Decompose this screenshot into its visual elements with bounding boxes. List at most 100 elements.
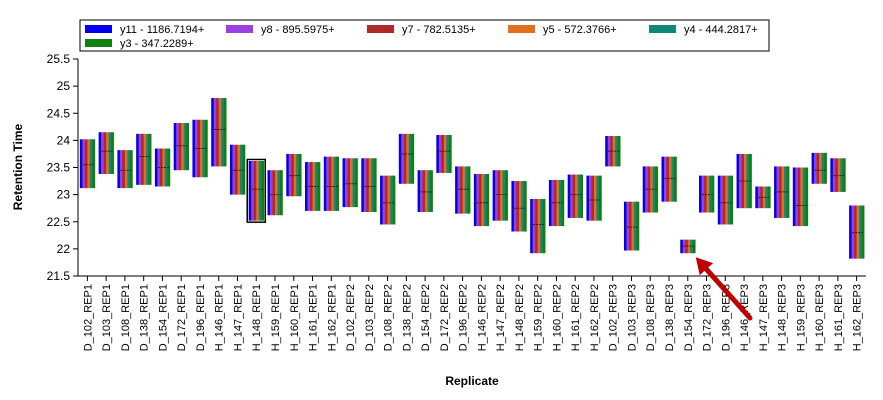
series-stripe [835, 158, 839, 192]
series-stripe [821, 152, 825, 184]
series-stripe [173, 123, 177, 171]
series-stripe [744, 153, 747, 209]
series-stripe [441, 134, 445, 173]
series-stripe [293, 153, 297, 197]
x-tick-label: H_160_REP1 [289, 284, 301, 351]
series-stripe [213, 98, 217, 167]
x-tick-label: D_102_REP3 [608, 284, 620, 351]
series-stripe [323, 156, 327, 211]
replicate-box [173, 123, 189, 171]
series-stripe [275, 170, 278, 216]
series-stripe [124, 150, 128, 189]
series-stripe [368, 158, 372, 212]
series-stripe [101, 132, 104, 175]
series-stripe [427, 170, 431, 212]
replicate-box [380, 175, 396, 225]
x-tick-label: D_108_REP1 [120, 284, 132, 351]
y-tick-label: 23.5 [47, 161, 71, 175]
series-stripe [725, 175, 729, 225]
series-stripe [811, 152, 815, 184]
x-tick-label: H_159_REP3 [795, 284, 807, 351]
series-stripe [350, 158, 353, 208]
x-tick-labels: D_102_REP1 D_103_REP1 D_108_REP1 D_138_REP1… [82, 276, 864, 351]
series-stripe [392, 175, 396, 225]
series-stripe [178, 123, 182, 171]
series-stripe [403, 133, 407, 184]
series-stripe [347, 158, 351, 208]
x-tick-label: H_146_REP3 [739, 284, 751, 351]
replicate-box [567, 174, 583, 218]
replicate-box [154, 148, 171, 187]
series-stripe [363, 158, 367, 212]
series-stripe [425, 170, 428, 212]
x-tick-label: D_196_REP2 [458, 284, 470, 351]
series-stripe [181, 123, 184, 171]
series-stripe [722, 175, 726, 225]
series-stripe [371, 158, 375, 212]
series-stripe [216, 98, 220, 167]
series-stripe [690, 239, 694, 254]
series-stripe [699, 175, 702, 213]
arrow-head [695, 257, 714, 276]
series-stripe [108, 132, 112, 175]
series-stripe [513, 181, 517, 232]
series-stripe [221, 98, 225, 167]
x-tick-label: H_161_REP3 [833, 284, 845, 351]
y-tick-label: 25 [57, 79, 71, 93]
series-stripe [661, 156, 665, 202]
series-stripe [398, 133, 402, 184]
series-stripe [457, 166, 461, 214]
series-stripe [570, 174, 573, 218]
series-stripe [411, 133, 415, 184]
series-stripe [248, 160, 252, 221]
x-tick-label: H_147_REP1 [232, 284, 244, 351]
series-stripe [229, 144, 233, 195]
series-stripe [577, 174, 581, 218]
series-stripe [650, 166, 654, 213]
x-tick-label: H_147_REP2 [495, 284, 507, 351]
series-stripe [146, 133, 149, 185]
series-stripe [387, 175, 391, 225]
series-stripe [106, 132, 109, 175]
y-tick-label: 22 [57, 242, 71, 256]
legend: y11 - 1186.7194+ y8 - 895.5975+ y7 - 782.5… [79, 19, 770, 52]
series-stripe [792, 167, 796, 227]
series-stripe [575, 174, 578, 218]
series-stripe [218, 98, 222, 167]
series-stripe [333, 156, 337, 211]
series-stripe [623, 201, 627, 251]
x-tick-label: D_103_REP3 [626, 284, 638, 351]
y-tick-label: 24.5 [47, 106, 71, 120]
series-stripe [518, 181, 522, 232]
replicate-box [680, 239, 696, 254]
series-stripe [572, 174, 576, 218]
replicate-box [417, 170, 433, 212]
series-stripe [286, 153, 290, 197]
series-stripe [701, 175, 705, 213]
series-stripe [709, 175, 712, 213]
replicate-box [117, 150, 133, 189]
series-stripe [854, 205, 857, 259]
series-stripe [861, 205, 865, 259]
series-stripe [430, 170, 433, 212]
series-stripe [261, 160, 265, 221]
legend-swatch [508, 25, 535, 33]
series-stripe [176, 123, 179, 171]
series-stripe [336, 156, 340, 211]
series-stripe [476, 174, 480, 227]
series-stripe [298, 153, 302, 197]
x-tick-label: D_172_REP1 [176, 284, 188, 351]
series-stripe [148, 133, 152, 185]
series-stripe [567, 174, 571, 218]
replicate-box [623, 201, 640, 251]
series-stripe [802, 167, 806, 227]
series-stripe [361, 158, 365, 212]
series-stripe [272, 170, 276, 216]
series-stripe [859, 205, 862, 259]
x-tick-label: D_103_REP2 [364, 284, 376, 351]
series-stripe [446, 134, 450, 173]
series-stripe [127, 150, 131, 189]
y-tick-label: 25.5 [47, 52, 71, 66]
series-stripe [842, 158, 846, 192]
